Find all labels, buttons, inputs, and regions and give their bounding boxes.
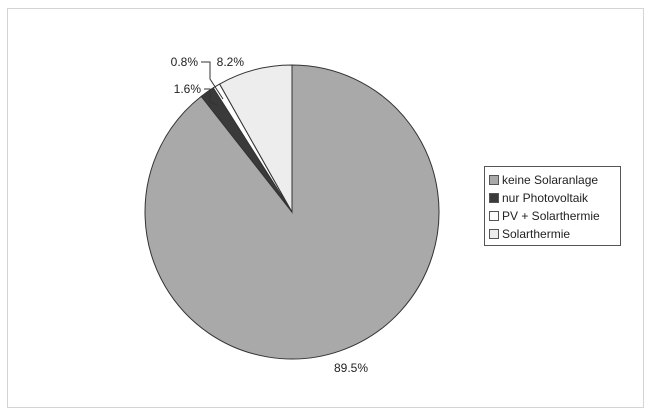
data-label: 89.5% [334, 361, 368, 375]
leader-line [201, 61, 224, 100]
legend-item: PV + Solarthermie [489, 207, 620, 225]
legend-swatch [489, 193, 499, 203]
legend-item: Solarthermie [489, 225, 620, 243]
legend-label: Solarthermie [502, 227, 571, 241]
legend-item: keine Solaranlage [489, 171, 620, 189]
leader-line [204, 88, 218, 106]
data-label: 8.2% [217, 55, 245, 69]
legend-label: keine Solaranlage [502, 173, 599, 187]
legend: keine Solaranlage nur Photovoltaik PV + … [484, 166, 621, 246]
pie-slice [218, 64, 293, 214]
data-label: 1.6% [174, 82, 202, 96]
chart-area: 89.5% 1.6% 0.8% 8.2% keine Solaranlage nur … [7, 8, 644, 408]
pie-chart: 89.5% 1.6% 0.8% 8.2% [144, 55, 440, 375]
data-label: 0.8% [171, 55, 199, 69]
legend-swatch [489, 229, 499, 239]
legend-label: PV + Solarthermie [502, 209, 600, 223]
legend-label: nur Photovoltaik [502, 191, 589, 205]
legend-swatch [489, 175, 499, 185]
legend-swatch [489, 211, 499, 221]
legend-item: nur Photovoltaik [489, 189, 620, 207]
